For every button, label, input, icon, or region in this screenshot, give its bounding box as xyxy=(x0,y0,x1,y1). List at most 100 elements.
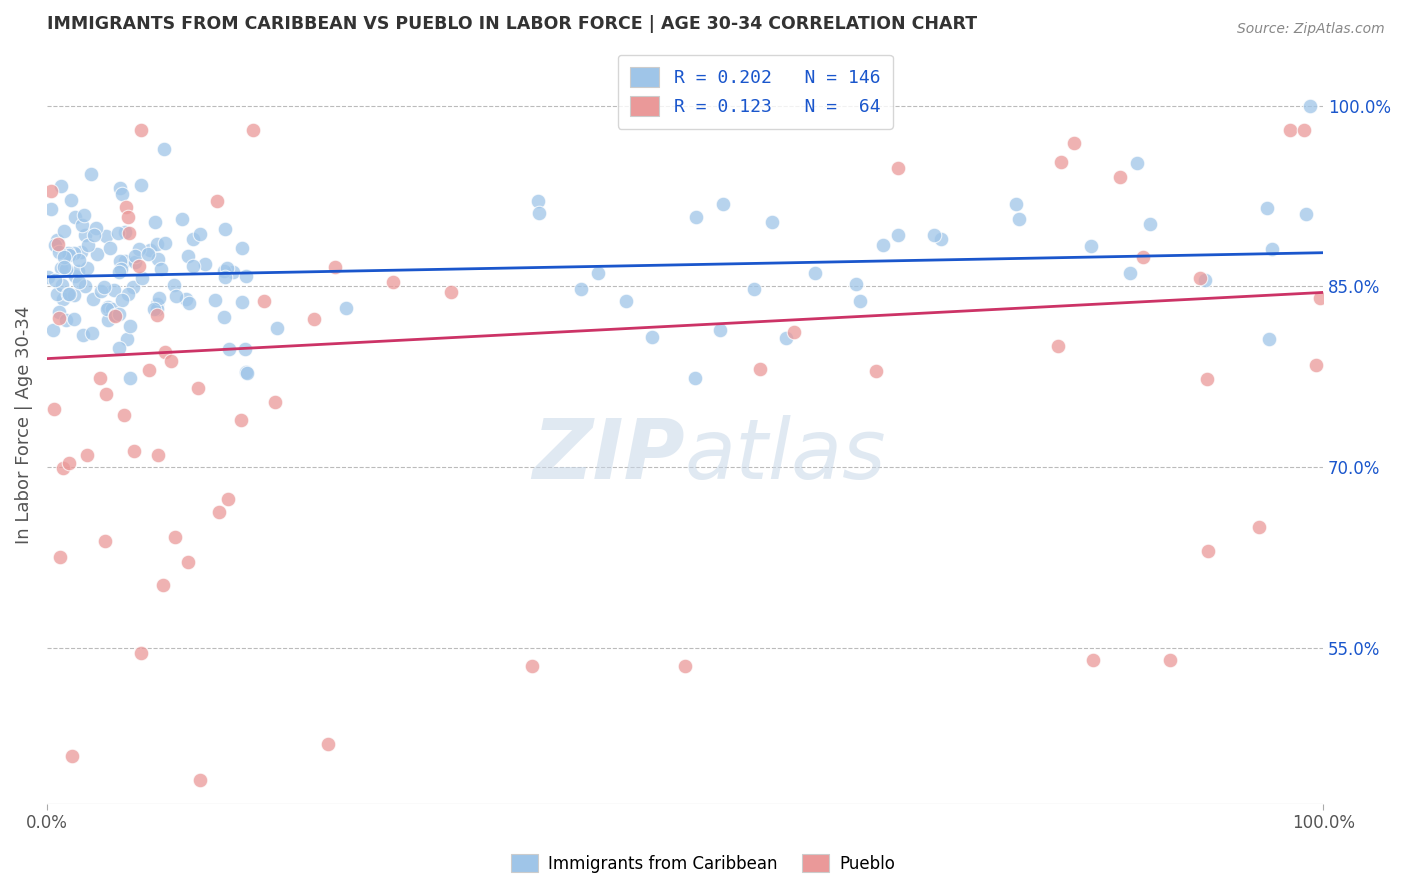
Point xyxy=(53,250,76,264)
Point xyxy=(94,534,117,549)
Point xyxy=(121,279,143,293)
Point xyxy=(82,292,104,306)
Point xyxy=(520,658,543,673)
Point xyxy=(872,238,894,252)
Point xyxy=(1197,544,1219,558)
Point xyxy=(66,263,89,277)
Point xyxy=(685,210,707,224)
Point xyxy=(316,737,339,751)
Point xyxy=(172,212,194,227)
Point xyxy=(42,323,65,337)
Point xyxy=(865,364,887,378)
Point xyxy=(1260,242,1282,256)
Point xyxy=(236,366,259,380)
Point xyxy=(143,215,166,229)
Point xyxy=(114,225,136,239)
Point xyxy=(46,287,69,301)
Point xyxy=(264,395,287,409)
Point xyxy=(46,233,69,247)
Point xyxy=(849,294,872,309)
Point xyxy=(183,232,205,246)
Point xyxy=(63,312,86,326)
Point xyxy=(139,243,162,257)
Point xyxy=(1299,99,1322,113)
Point xyxy=(742,282,765,296)
Point xyxy=(51,278,73,293)
Text: IMMIGRANTS FROM CARIBBEAN VS PUEBLO IN LABOR FORCE | AGE 30-34 CORRELATION CHART: IMMIGRANTS FROM CARIBBEAN VS PUEBLO IN L… xyxy=(46,15,977,33)
Point xyxy=(51,260,73,275)
Point xyxy=(165,530,187,544)
Point xyxy=(48,310,70,325)
Point xyxy=(1278,123,1301,137)
Point xyxy=(194,257,217,271)
Point xyxy=(76,449,98,463)
Point xyxy=(53,224,76,238)
Point xyxy=(1119,266,1142,280)
Point xyxy=(1080,239,1102,253)
Point xyxy=(1197,371,1219,385)
Point xyxy=(56,287,79,301)
Point xyxy=(775,331,797,345)
Point xyxy=(177,249,200,263)
Point xyxy=(683,370,706,384)
Point xyxy=(48,550,70,565)
Text: atlas: atlas xyxy=(685,415,887,496)
Point xyxy=(302,312,325,326)
Point xyxy=(104,308,127,322)
Point xyxy=(62,287,84,301)
Point xyxy=(124,254,146,268)
Point xyxy=(214,310,236,325)
Point xyxy=(1305,358,1327,372)
Point xyxy=(117,287,139,301)
Point xyxy=(48,305,70,319)
Point xyxy=(335,301,357,315)
Point xyxy=(58,287,80,301)
Point xyxy=(242,123,264,137)
Point xyxy=(149,262,172,277)
Point xyxy=(1292,123,1315,137)
Point xyxy=(761,215,783,229)
Point xyxy=(117,226,139,240)
Point xyxy=(163,277,186,292)
Point xyxy=(204,293,226,307)
Point xyxy=(160,354,183,368)
Point xyxy=(711,197,734,211)
Point xyxy=(108,180,131,194)
Point xyxy=(1309,291,1331,305)
Point xyxy=(527,206,550,220)
Point xyxy=(46,237,69,252)
Point xyxy=(107,226,129,240)
Point xyxy=(124,443,146,458)
Point xyxy=(153,142,176,156)
Point xyxy=(58,456,80,470)
Point xyxy=(115,332,138,346)
Point xyxy=(214,222,236,236)
Point xyxy=(96,301,118,316)
Point xyxy=(67,252,90,267)
Point xyxy=(59,194,82,208)
Point xyxy=(52,292,75,306)
Legend: R = 0.202   N = 146, R = 0.123   N =  64: R = 0.202 N = 146, R = 0.123 N = 64 xyxy=(617,54,893,128)
Point xyxy=(97,313,120,327)
Point xyxy=(188,772,211,787)
Point xyxy=(117,210,139,224)
Point xyxy=(153,236,176,251)
Point xyxy=(218,342,240,356)
Point xyxy=(44,273,66,287)
Point xyxy=(440,285,463,299)
Point xyxy=(65,211,87,225)
Point xyxy=(39,202,62,216)
Point xyxy=(93,280,115,294)
Point xyxy=(128,259,150,273)
Point xyxy=(131,270,153,285)
Point xyxy=(120,371,142,385)
Point xyxy=(253,293,276,308)
Point xyxy=(65,269,87,284)
Point xyxy=(108,341,131,355)
Point xyxy=(229,413,252,427)
Point xyxy=(1049,154,1071,169)
Point xyxy=(94,386,117,401)
Point xyxy=(187,381,209,395)
Point xyxy=(90,284,112,298)
Point xyxy=(929,232,952,246)
